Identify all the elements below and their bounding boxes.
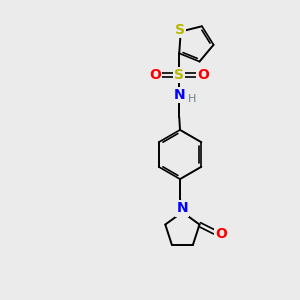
Text: N: N <box>173 88 185 102</box>
Text: S: S <box>175 23 184 37</box>
Text: S: S <box>174 68 184 82</box>
Text: O: O <box>149 68 161 82</box>
Text: N: N <box>177 202 188 215</box>
Text: H: H <box>188 94 196 104</box>
Text: O: O <box>197 68 209 82</box>
Text: O: O <box>215 226 227 241</box>
